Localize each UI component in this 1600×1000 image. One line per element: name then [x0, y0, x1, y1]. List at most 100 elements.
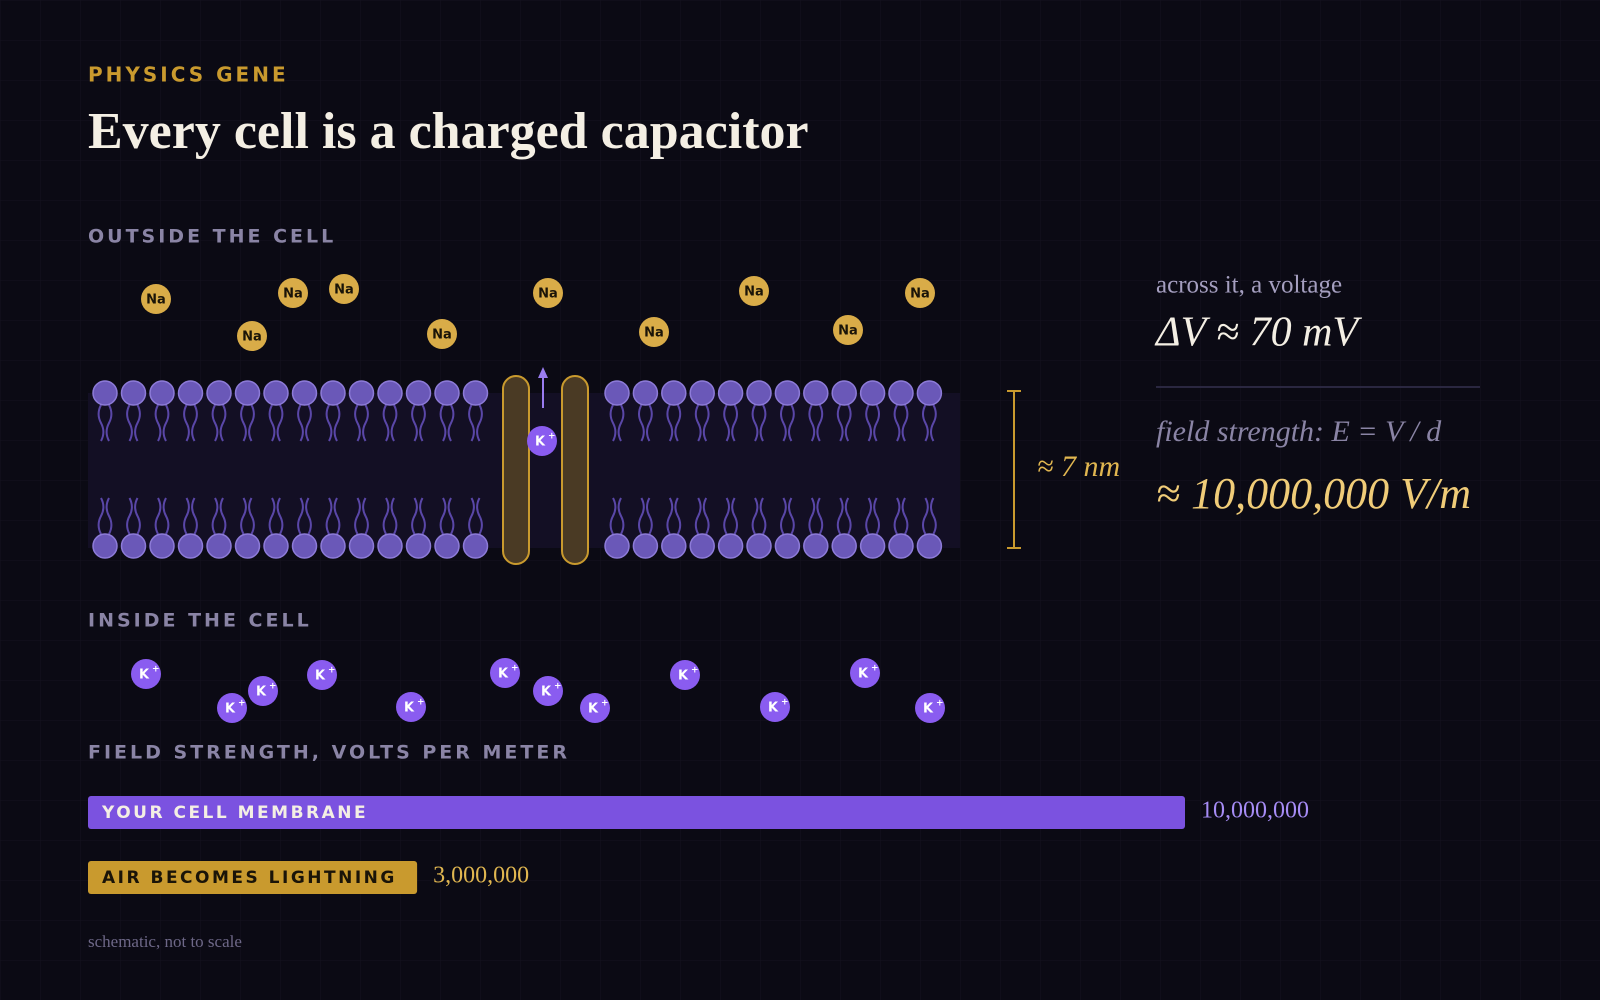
lipid-tail: [126, 404, 133, 442]
lipid-tail: [901, 497, 909, 535]
sodium-label: Na: [283, 287, 303, 302]
lipid-tail: [694, 404, 702, 442]
lipid-tail: [808, 497, 816, 535]
bar: [88, 861, 418, 894]
lipid-tail: [276, 497, 284, 535]
potassium-ion: [670, 660, 700, 690]
lipid-head: [916, 380, 943, 406]
lipid-tail: [183, 497, 190, 535]
potassium-label: K: [858, 667, 869, 682]
lipid-head: [377, 380, 403, 406]
potassium-label: K: [139, 668, 150, 683]
field-value: ≈ 10,000,000 V/m: [1156, 469, 1471, 518]
lipid-tail: [788, 497, 795, 535]
lipid-tail: [476, 404, 483, 442]
lipid-head: [120, 380, 147, 406]
lipid-tail: [788, 404, 795, 442]
potassium-label: K: [588, 702, 599, 717]
lipid-tail: [382, 404, 390, 442]
lipid-tail: [759, 404, 767, 442]
sodium-label: Na: [538, 287, 558, 302]
potassium-charge: +: [554, 682, 562, 692]
lipid-tail: [922, 404, 929, 442]
lipid-head: [177, 533, 204, 559]
lipid-tail: [865, 404, 872, 442]
sodium-label: Na: [744, 285, 764, 300]
lipid-head: [177, 380, 204, 406]
lipid-tail: [893, 497, 901, 535]
sodium-ion: [833, 315, 863, 345]
lipid-tail: [873, 497, 880, 535]
lipid-tail: [354, 497, 361, 535]
lipid-tail: [816, 497, 824, 535]
potassium-label: K: [923, 702, 934, 717]
lipid-tail: [183, 404, 190, 442]
potassium-charge: +: [691, 666, 699, 676]
kicker: PHYSICS GENE: [88, 63, 289, 87]
bar-name: AIR BECOMES LIGHTNING: [102, 868, 397, 888]
lipid-tail: [468, 404, 475, 442]
lipid-head: [746, 380, 772, 406]
channel-wall: [561, 375, 589, 565]
flow-arrow-head: [538, 367, 548, 378]
field-caption: field strength: E = V / d: [1156, 415, 1442, 448]
lipid-tail: [922, 497, 929, 535]
lipid-head: [434, 380, 460, 406]
potassium-charge: +: [328, 666, 336, 676]
lipid-tail: [930, 404, 937, 442]
comparison-title: FIELD STRENGTH, VOLTS PER METER: [88, 742, 570, 764]
lipid-tail: [901, 404, 909, 442]
lipid-head: [746, 533, 772, 559]
voltage-caption: across it, a voltage: [1156, 272, 1342, 299]
sodium-label: Na: [644, 326, 664, 341]
sodium-label: Na: [838, 324, 858, 339]
lipid-tail: [476, 497, 483, 535]
lipid-tail: [162, 497, 170, 535]
lipid-head: [717, 533, 744, 559]
lipid-tail: [666, 497, 674, 535]
lipid-tail: [248, 497, 255, 535]
potassium-ion: [248, 676, 278, 706]
lipid-head: [348, 533, 375, 559]
lipid-tail: [268, 404, 276, 442]
lipid-tail: [638, 404, 645, 442]
membrane: [92, 380, 943, 559]
lipid-head: [206, 533, 232, 559]
lipid-tail: [240, 497, 247, 535]
lipid-tail: [362, 404, 369, 442]
lipid-head: [263, 380, 289, 406]
sodium-label: Na: [910, 287, 930, 302]
sodium-ion: [739, 276, 769, 306]
outside-label: OUTSIDE THE CELL: [88, 226, 336, 248]
lipid-head: [149, 533, 175, 559]
lipid-tail: [844, 404, 852, 442]
lipid-tail: [382, 497, 390, 535]
potassium-label: K: [225, 702, 236, 717]
lipid-tail: [674, 404, 682, 442]
lipid-tail: [219, 497, 227, 535]
lipid-head: [405, 380, 432, 406]
lipid-head: [291, 380, 318, 406]
lipid-head: [263, 533, 289, 559]
sodium-ion: [278, 278, 308, 308]
lipid-tail: [325, 497, 333, 535]
sodium-ion: [237, 321, 267, 351]
sodium-ion: [639, 317, 669, 347]
lipid-tail: [780, 497, 787, 535]
footnote: schematic, not to scale: [88, 932, 242, 951]
sodium-label: Na: [242, 330, 262, 345]
lipid-tail: [468, 497, 475, 535]
lipid-tail: [191, 404, 198, 442]
thickness-label: ≈ 7 nm: [1037, 450, 1120, 483]
potassium-ion: [490, 658, 520, 688]
lipid-head: [632, 380, 659, 406]
lipid-tail: [333, 404, 341, 442]
lipid-head: [632, 533, 659, 559]
lipid-head: [888, 533, 914, 559]
potassium-ion: [396, 692, 426, 722]
lipid-tail: [893, 404, 901, 442]
bar-name: YOUR CELL MEMBRANE: [101, 803, 368, 823]
lipid-head: [831, 533, 857, 559]
potassium-label: K: [535, 435, 546, 450]
